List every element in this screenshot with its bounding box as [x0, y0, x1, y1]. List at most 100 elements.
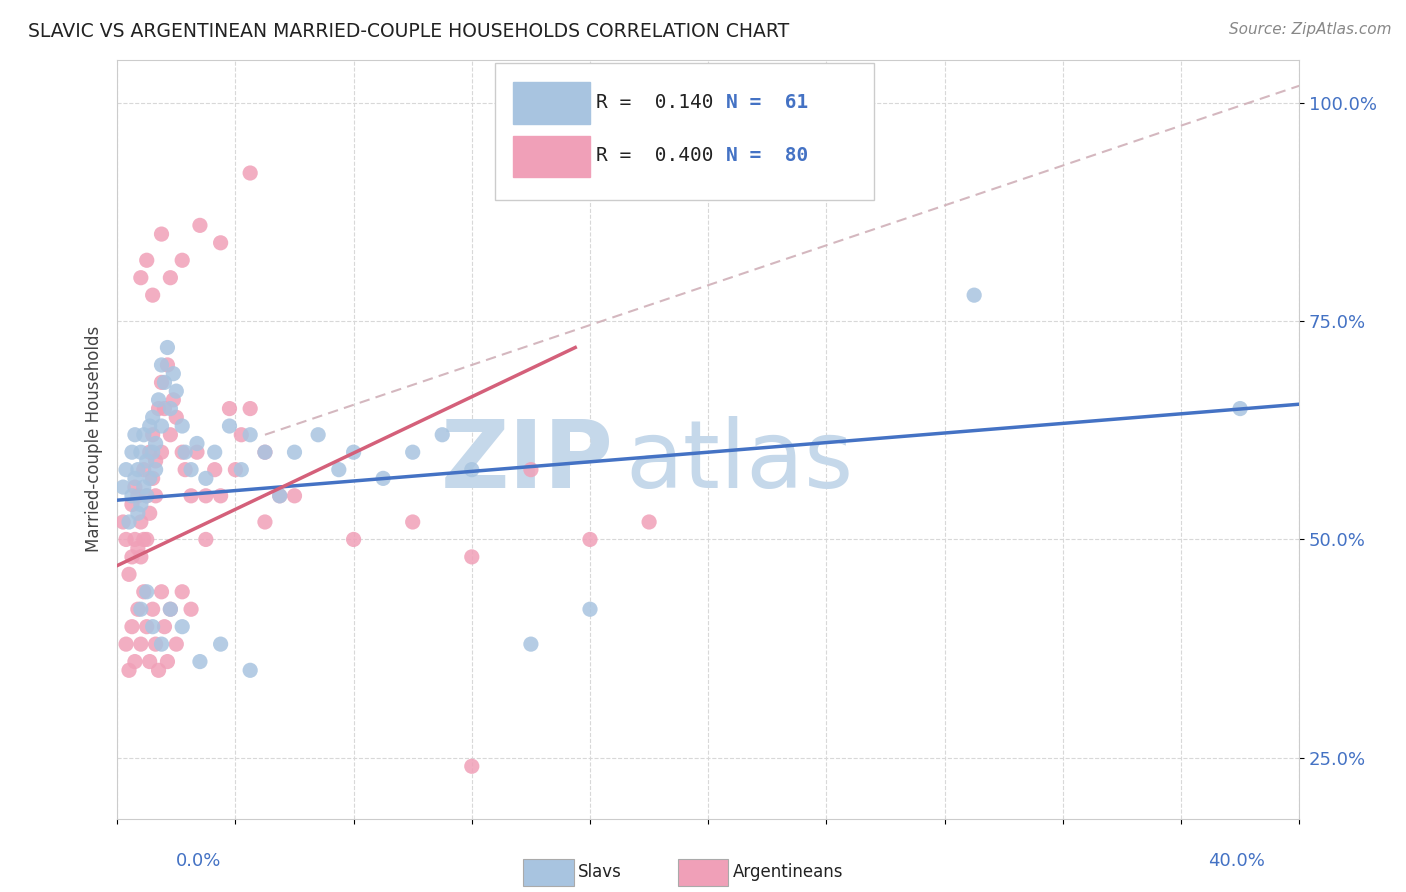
Point [135, 533, 157, 547]
Point [145, 436, 167, 450]
Point [253, 445, 276, 459]
Point [135, 253, 157, 268]
Point [253, 445, 276, 459]
Point [129, 445, 152, 459]
Point [148, 392, 170, 407]
Point [121, 549, 143, 564]
Point [172, 253, 194, 268]
Point [156, 655, 179, 669]
Point [150, 376, 173, 390]
Point [328, 463, 350, 477]
Point [174, 445, 197, 459]
Point [129, 637, 152, 651]
Point [159, 270, 181, 285]
Point [218, 401, 240, 416]
Point [194, 533, 217, 547]
Point [135, 620, 157, 634]
Text: N =  80: N = 80 [725, 146, 808, 166]
Text: N =  61: N = 61 [725, 94, 808, 112]
Point [162, 392, 184, 407]
Point [239, 401, 262, 416]
Point [159, 602, 181, 616]
Point [132, 480, 155, 494]
Point [172, 445, 194, 459]
Point [1229, 401, 1251, 416]
Point [124, 480, 146, 494]
Y-axis label: Married-couple Households: Married-couple Households [86, 326, 103, 552]
Point [150, 358, 173, 372]
Point [239, 427, 262, 442]
Point [186, 445, 208, 459]
Text: SLAVIC VS ARGENTINEAN MARRIED-COUPLE HOUSEHOLDS CORRELATION CHART: SLAVIC VS ARGENTINEAN MARRIED-COUPLE HOU… [28, 22, 789, 41]
Point [373, 471, 395, 485]
Point [121, 489, 143, 503]
Point [402, 445, 425, 459]
Point [342, 445, 364, 459]
Point [159, 427, 181, 442]
Point [209, 235, 232, 250]
Point [121, 620, 143, 634]
Point [145, 489, 167, 503]
Point [156, 358, 179, 372]
Point [231, 427, 253, 442]
Point [153, 401, 176, 416]
FancyBboxPatch shape [513, 82, 591, 124]
Point [180, 602, 202, 616]
Point [135, 454, 157, 468]
Point [461, 759, 484, 773]
Point [188, 655, 211, 669]
Point [124, 655, 146, 669]
Point [138, 445, 160, 459]
Point [342, 533, 364, 547]
Point [172, 584, 194, 599]
Point [129, 270, 152, 285]
Point [150, 227, 173, 241]
Point [159, 602, 181, 616]
Point [283, 445, 305, 459]
Point [194, 489, 217, 503]
Point [150, 637, 173, 651]
Point [153, 376, 176, 390]
Point [142, 288, 165, 302]
Point [129, 549, 152, 564]
Point [138, 655, 160, 669]
Point [638, 515, 661, 529]
Point [138, 506, 160, 520]
Point [224, 463, 246, 477]
Point [150, 584, 173, 599]
Point [142, 471, 165, 485]
Point [239, 663, 262, 677]
Text: 40.0%: 40.0% [1209, 852, 1265, 870]
FancyBboxPatch shape [513, 136, 591, 178]
Text: ZIP: ZIP [440, 416, 613, 508]
Point [150, 419, 173, 434]
Point [253, 515, 276, 529]
Point [132, 463, 155, 477]
Point [115, 637, 138, 651]
Text: Argentineans: Argentineans [733, 863, 844, 881]
Point [156, 341, 179, 355]
Point [142, 427, 165, 442]
Point [118, 567, 141, 582]
Point [150, 445, 173, 459]
Point [135, 584, 157, 599]
Point [269, 489, 291, 503]
Point [132, 584, 155, 599]
Point [127, 602, 149, 616]
Point [112, 480, 135, 494]
Point [124, 533, 146, 547]
Point [138, 471, 160, 485]
Point [129, 515, 152, 529]
Point [165, 384, 187, 398]
Point [520, 463, 543, 477]
Point [579, 533, 602, 547]
Point [145, 637, 167, 651]
Point [963, 288, 986, 302]
Point [307, 427, 329, 442]
Point [180, 463, 202, 477]
Point [432, 427, 454, 442]
Point [461, 463, 484, 477]
Point [180, 489, 202, 503]
Point [231, 463, 253, 477]
Point [124, 471, 146, 485]
